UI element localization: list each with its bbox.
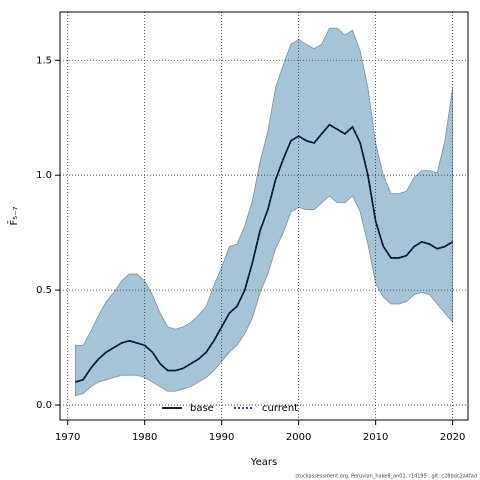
y-axis-title: F̄₅₋₇ bbox=[7, 206, 20, 225]
x-tick-label: 2010 bbox=[363, 432, 388, 443]
y-tick-label: 1.0 bbox=[36, 170, 52, 181]
confidence-band bbox=[74, 27, 454, 397]
series-line bbox=[75, 123, 454, 383]
plot-frame bbox=[59, 11, 469, 421]
x-tick-label: 2000 bbox=[286, 432, 311, 443]
legend-label: current bbox=[262, 403, 298, 414]
footnote: stockassessment.org, Peruvian_hake8_an01… bbox=[295, 474, 477, 480]
y-tick-label: 0.5 bbox=[36, 285, 52, 296]
x-tick-label: 1980 bbox=[132, 432, 157, 443]
y-tick-label: 1.5 bbox=[36, 55, 52, 66]
y-tick-label: 0.0 bbox=[36, 400, 52, 411]
x-tick-label: 1970 bbox=[55, 432, 80, 443]
x-tick-label: 1990 bbox=[209, 432, 234, 443]
x-axis-title: Years bbox=[250, 457, 277, 468]
legend-label: base bbox=[190, 403, 214, 414]
x-tick-label: 2020 bbox=[440, 432, 465, 443]
